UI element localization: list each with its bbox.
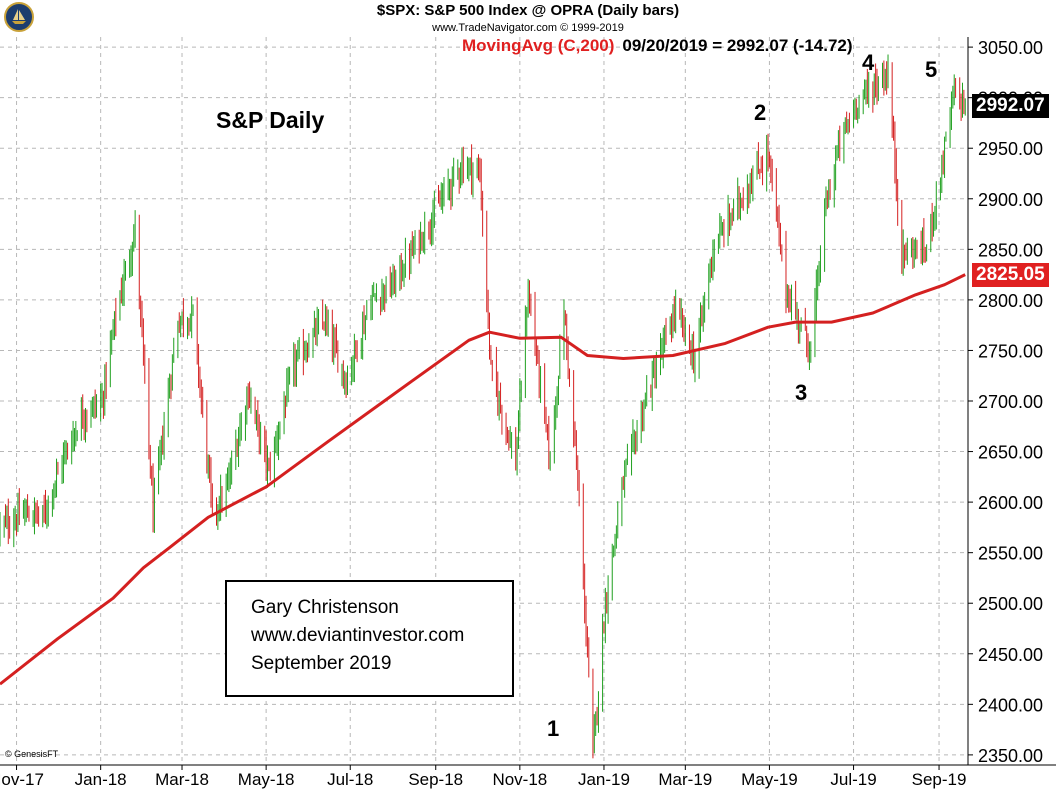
credit-date: September 2019 [251,653,392,674]
y-tick-label: 2950.00 [978,139,1043,159]
y-tick-label: 2750.00 [978,341,1043,361]
last-price-tag: 2992.07 [972,93,1049,118]
y-tick-label: 2800.00 [978,291,1043,311]
y-tick-label: 2850.00 [978,240,1043,260]
wave-label-1: 1 [547,716,560,741]
x-tick-label: Nov-17 [0,770,44,789]
y-tick-label: 2350.00 [978,746,1043,766]
y-tick-label: 3050.00 [978,38,1043,58]
y-tick-label: 2550.00 [978,544,1043,564]
plot-label: S&P Daily [216,107,325,133]
moving-average-value: 09/20/2019 = 2992.07 (-14.72) [622,36,853,55]
y-tick-label: 2400.00 [978,695,1043,715]
wave-label-4: 4 [862,50,875,75]
x-tick-label: Jul-19 [830,770,876,789]
x-tick-label: Mar-19 [658,770,712,789]
credit-author: Gary Christenson [251,597,399,618]
credit-box: Gary Christenson www.deviantinvestor.com… [225,580,514,697]
trade-navigator-logo [4,2,34,32]
moving-average [0,273,966,686]
y-tick-label: 2700.00 [978,392,1043,412]
x-tick-label: Sep-19 [912,770,967,789]
x-axis-ticks: Nov-17 Jan-18 Mar-18 May-18 Jul-18 Sep-18 Nov-… [0,765,966,789]
moving-average-tag: 2825.05 [972,262,1049,287]
y-axis-ticks: 2350.00 2400.00 2450.00 2500.00 2550.00 2600.… [968,38,1043,766]
x-tick-label: Jan-18 [75,770,127,789]
moving-average-readout: MovingAvg (C,200) 09/20/2019 = 2992.07 (-… [462,36,853,56]
x-tick-label: Jul-18 [327,770,373,789]
x-tick-label: Mar-18 [155,770,209,789]
ship-icon [12,9,26,24]
chart-subtitle: www.TradeNavigator.com © 1999-2019 [432,22,624,34]
wave-label-5: 5 [925,57,938,82]
credit-website: www.deviantinvestor.com [251,625,465,646]
y-tick-label: 2450.00 [978,645,1043,665]
wave-label-2: 2 [754,100,767,125]
moving-average-label: MovingAvg (C,200) [462,36,615,55]
wave-label-3: 3 [795,380,808,405]
x-tick-label: May-18 [238,770,295,789]
x-tick-label: Sep-18 [408,770,463,789]
price-bars [0,54,966,759]
y-tick-label: 2650.00 [978,443,1043,463]
y-tick-label: 2600.00 [978,493,1043,513]
data-source-credit: © GenesisFT [5,749,59,759]
x-tick-label: May-19 [741,770,798,789]
y-tick-label: 2500.00 [978,594,1043,614]
x-tick-label: Jan-19 [578,770,630,789]
moving-average-line [0,273,966,686]
x-tick-label: Nov-18 [492,770,547,789]
y-tick-label: 2900.00 [978,190,1043,210]
chart-title: $SPX: S&P 500 Index @ OPRA (Daily bars) [376,2,680,19]
